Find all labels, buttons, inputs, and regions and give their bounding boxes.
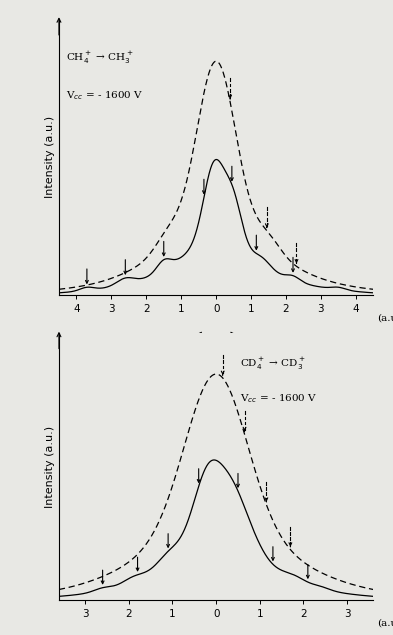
Text: (a.u.): (a.u.): [377, 314, 393, 323]
Text: V$_{cc}$ = - 1600 V: V$_{cc}$ = - 1600 V: [240, 392, 318, 405]
Text: CD$_4^+$ → CD$_3^+$: CD$_4^+$ → CD$_3^+$: [240, 356, 306, 372]
Y-axis label: Intensity (a.u.): Intensity (a.u.): [45, 116, 55, 198]
Text: V$_{cc}$ = - 1600 V: V$_{cc}$ = - 1600 V: [66, 90, 143, 102]
Text: (a.u.): (a.u.): [377, 618, 393, 627]
Text: $\leftarrow$ x $\rightarrow$: $\leftarrow$ x $\rightarrow$: [197, 345, 235, 355]
Y-axis label: Intensity (a.u.): Intensity (a.u.): [45, 425, 55, 508]
Text: CH$_4^+$ → CH$_3^+$: CH$_4^+$ → CH$_3^+$: [66, 50, 133, 66]
